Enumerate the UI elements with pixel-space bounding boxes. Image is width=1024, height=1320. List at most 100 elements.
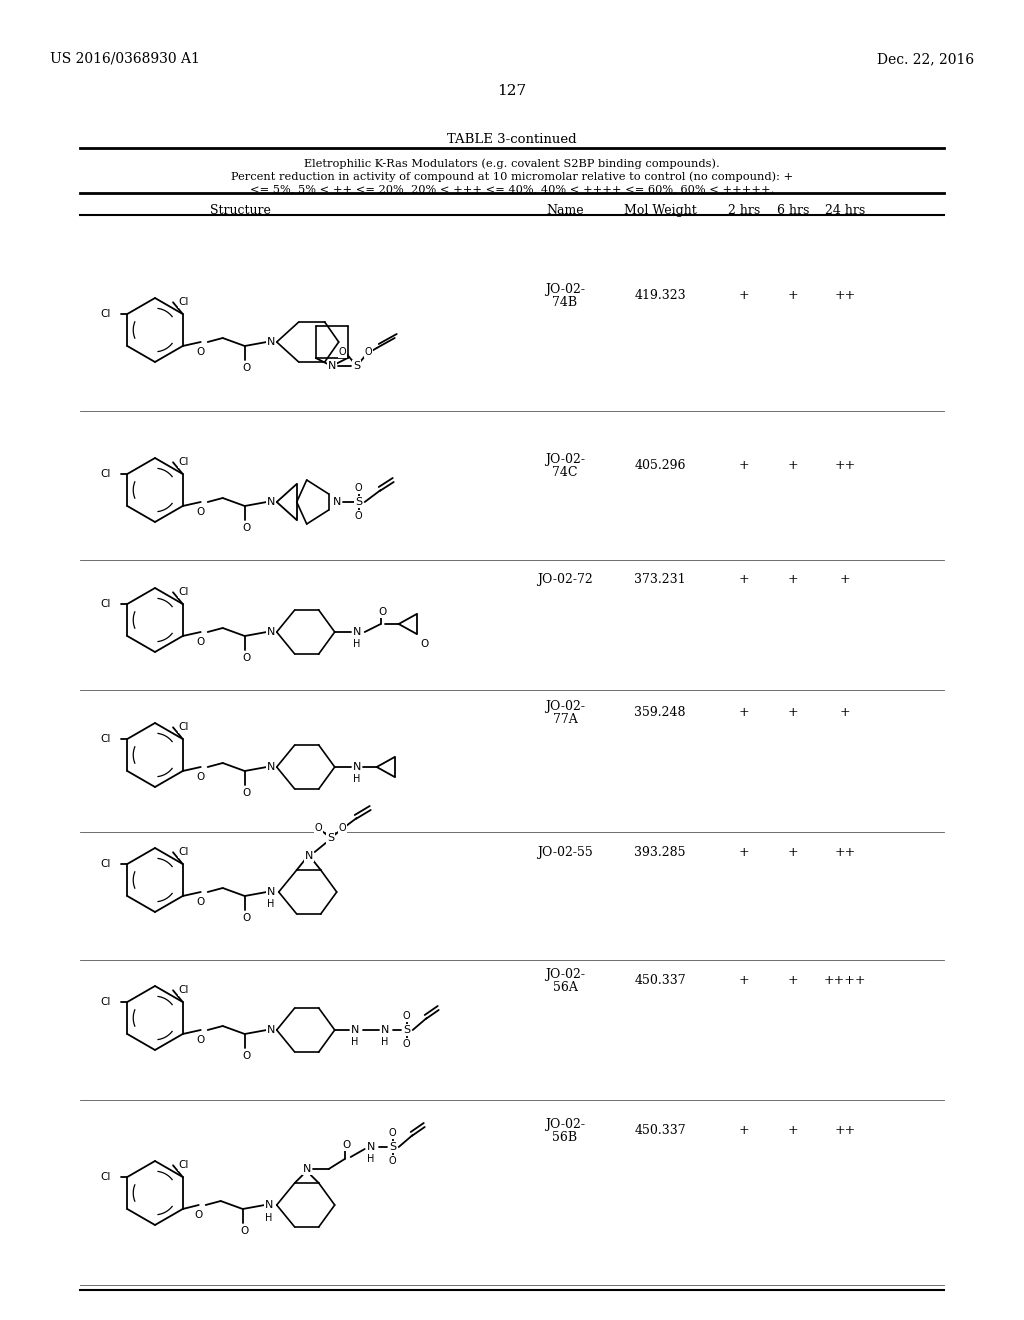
Text: Dec. 22, 2016: Dec. 22, 2016 bbox=[877, 51, 974, 66]
Text: O: O bbox=[243, 523, 251, 533]
Text: Cl: Cl bbox=[179, 847, 189, 857]
Text: S: S bbox=[327, 833, 334, 843]
Text: JO-02-: JO-02- bbox=[545, 700, 585, 713]
Text: O: O bbox=[243, 788, 251, 799]
Text: N: N bbox=[266, 1026, 274, 1035]
Text: O: O bbox=[197, 1035, 205, 1045]
Text: +: + bbox=[787, 974, 799, 987]
Text: H: H bbox=[353, 774, 360, 784]
Text: O: O bbox=[389, 1129, 396, 1138]
Text: N: N bbox=[333, 498, 341, 507]
Text: Name: Name bbox=[546, 205, 584, 216]
Text: O: O bbox=[243, 1051, 251, 1061]
Text: US 2016/0368930 A1: US 2016/0368930 A1 bbox=[50, 51, 200, 66]
Text: +: + bbox=[738, 573, 750, 586]
Text: Cl: Cl bbox=[100, 734, 111, 744]
Text: +: + bbox=[840, 706, 850, 719]
Text: H: H bbox=[267, 899, 274, 909]
Text: S: S bbox=[355, 498, 362, 507]
Text: +: + bbox=[738, 846, 750, 859]
Text: 74C: 74C bbox=[552, 466, 578, 479]
Text: 24 hrs: 24 hrs bbox=[825, 205, 865, 216]
Text: Cl: Cl bbox=[100, 1172, 111, 1181]
Text: JO-02-: JO-02- bbox=[545, 453, 585, 466]
Text: 405.296: 405.296 bbox=[634, 459, 686, 473]
Text: S: S bbox=[403, 1026, 411, 1035]
Text: +: + bbox=[787, 706, 799, 719]
Text: Cl: Cl bbox=[179, 587, 189, 597]
Text: JO-02-: JO-02- bbox=[545, 282, 585, 296]
Text: +: + bbox=[738, 974, 750, 987]
Text: ++: ++ bbox=[835, 846, 856, 859]
Text: Eletrophilic K-Ras Modulators (e.g. covalent S2BP binding compounds).: Eletrophilic K-Ras Modulators (e.g. cova… bbox=[304, 158, 720, 169]
Text: +: + bbox=[738, 289, 750, 302]
Text: Cl: Cl bbox=[100, 859, 111, 869]
Text: 373.231: 373.231 bbox=[634, 573, 686, 586]
Text: H: H bbox=[351, 1038, 358, 1047]
Text: N: N bbox=[352, 762, 360, 772]
Text: 393.285: 393.285 bbox=[634, 846, 686, 859]
Text: O: O bbox=[195, 1210, 203, 1220]
Text: H: H bbox=[353, 639, 360, 649]
Text: ++: ++ bbox=[835, 459, 856, 473]
Text: TABLE 3-continued: TABLE 3-continued bbox=[447, 133, 577, 147]
Text: +: + bbox=[738, 459, 750, 473]
Text: O: O bbox=[355, 511, 362, 521]
Text: O: O bbox=[197, 898, 205, 907]
Text: N: N bbox=[266, 627, 274, 638]
Text: N: N bbox=[264, 1200, 273, 1210]
Text: O: O bbox=[197, 347, 205, 356]
Text: 6 hrs: 6 hrs bbox=[777, 205, 809, 216]
Text: O: O bbox=[355, 483, 362, 492]
Text: O: O bbox=[197, 507, 205, 517]
Text: N: N bbox=[266, 762, 274, 772]
Text: Cl: Cl bbox=[100, 997, 111, 1007]
Text: O: O bbox=[197, 638, 205, 647]
Text: 56B: 56B bbox=[552, 1131, 578, 1144]
Text: 74B: 74B bbox=[552, 296, 578, 309]
Text: Structure: Structure bbox=[210, 205, 270, 216]
Text: 2 hrs: 2 hrs bbox=[728, 205, 760, 216]
Text: Cl: Cl bbox=[179, 297, 189, 308]
Text: H: H bbox=[381, 1038, 388, 1047]
Text: JO-02-: JO-02- bbox=[545, 968, 585, 981]
Text: 127: 127 bbox=[498, 84, 526, 98]
Text: N: N bbox=[367, 1142, 375, 1152]
Text: N: N bbox=[381, 1026, 389, 1035]
Text: N: N bbox=[350, 1026, 358, 1035]
Text: Cl: Cl bbox=[100, 599, 111, 609]
Text: O: O bbox=[243, 363, 251, 374]
Text: O: O bbox=[243, 653, 251, 663]
Text: N: N bbox=[352, 627, 360, 638]
Text: O: O bbox=[343, 1140, 351, 1150]
Text: Cl: Cl bbox=[100, 309, 111, 319]
Text: H: H bbox=[265, 1213, 272, 1224]
Text: O: O bbox=[379, 607, 387, 616]
Text: N: N bbox=[266, 887, 274, 898]
Text: ++++: ++++ bbox=[823, 974, 866, 987]
Text: +: + bbox=[787, 846, 799, 859]
Text: <= 5%, 5% < ++ <= 20%, 20% < +++ <= 40%, 40% < ++++ <= 60%, 60% < +++++.: <= 5%, 5% < ++ <= 20%, 20% < +++ <= 40%,… bbox=[250, 183, 774, 194]
Text: 56A: 56A bbox=[553, 981, 578, 994]
Text: H: H bbox=[367, 1154, 375, 1164]
Text: N: N bbox=[266, 498, 274, 507]
Text: +: + bbox=[738, 1125, 750, 1137]
Text: O: O bbox=[389, 1156, 396, 1166]
Text: S: S bbox=[353, 360, 360, 371]
Text: +: + bbox=[787, 289, 799, 302]
Text: O: O bbox=[421, 639, 429, 649]
Text: O: O bbox=[365, 347, 373, 356]
Text: ++: ++ bbox=[835, 1125, 856, 1137]
Text: S: S bbox=[389, 1142, 396, 1152]
Text: +: + bbox=[738, 706, 750, 719]
Text: O: O bbox=[402, 1011, 411, 1020]
Text: 77A: 77A bbox=[553, 713, 578, 726]
Text: +: + bbox=[787, 1125, 799, 1137]
Text: 419.323: 419.323 bbox=[634, 289, 686, 302]
Text: Percent reduction in activity of compound at 10 micromolar relative to control (: Percent reduction in activity of compoun… bbox=[231, 172, 793, 182]
Text: O: O bbox=[241, 1226, 249, 1236]
Text: +: + bbox=[787, 459, 799, 473]
Text: O: O bbox=[339, 822, 346, 833]
Text: ++: ++ bbox=[835, 289, 856, 302]
Text: +: + bbox=[840, 573, 850, 586]
